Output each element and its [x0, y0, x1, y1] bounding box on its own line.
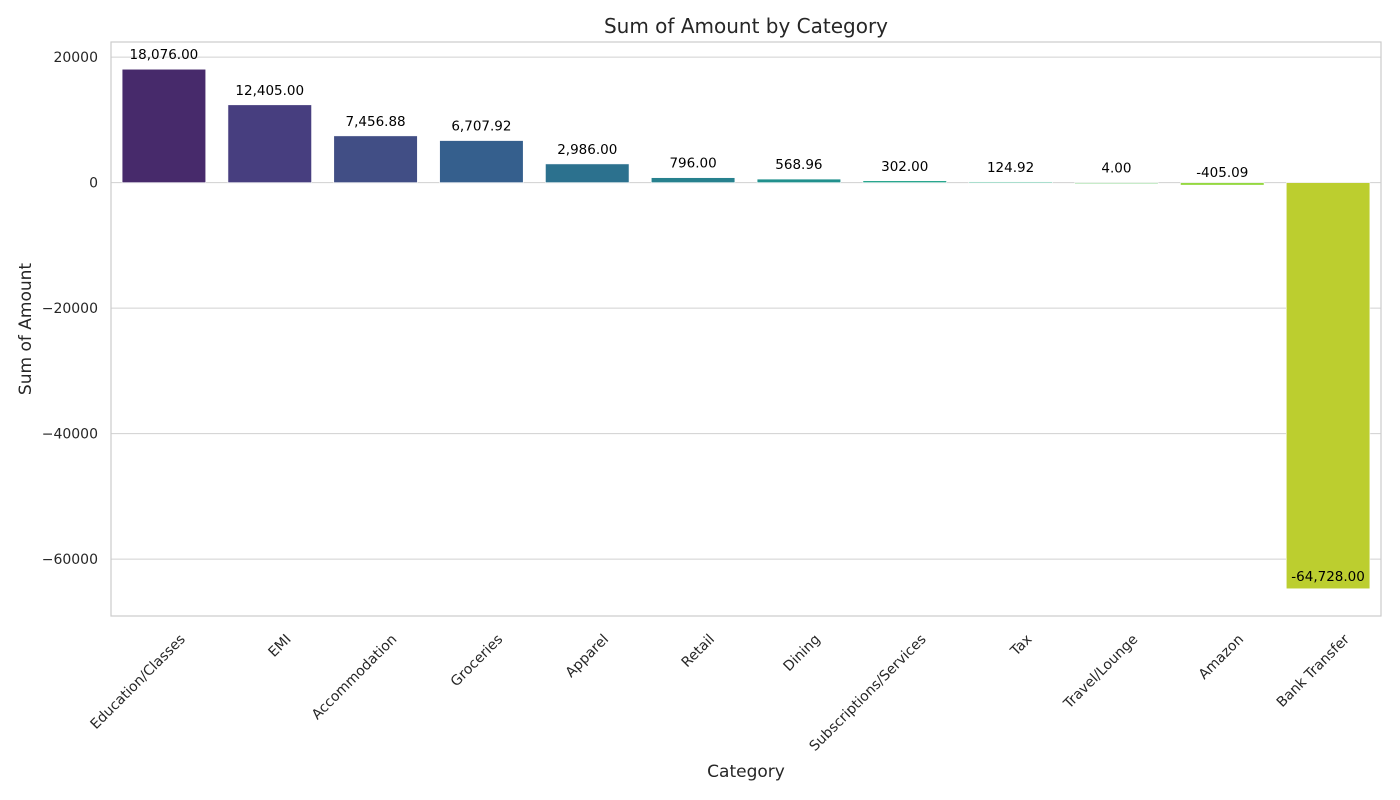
bar-value-label: 4.00	[1101, 161, 1131, 177]
y-tick-labels: 20000 0 −20000 −40000 −60000	[42, 50, 98, 568]
grid-lines	[111, 56, 1381, 560]
bar-value-label: 7,456.88	[346, 114, 406, 130]
bar	[1285, 182, 1371, 590]
x-tick-label: Groceries	[448, 632, 507, 691]
bar	[545, 163, 630, 183]
y-tick-label: 20000	[53, 50, 98, 66]
y-tick-label: −60000	[42, 552, 98, 568]
y-tick-label: −40000	[42, 427, 98, 443]
y-axis-label: Sum of Amount	[16, 263, 36, 395]
bar	[756, 178, 842, 183]
bar	[227, 104, 312, 183]
chart-title: Sum of Amount by Category	[604, 14, 888, 38]
x-tick-label: EMI	[266, 632, 295, 661]
x-tick-label: Tax	[1007, 632, 1035, 660]
bar	[862, 180, 947, 183]
x-tick-label: Accommodation	[309, 632, 401, 724]
bar	[1074, 182, 1159, 184]
x-tick-label: Amazon	[1196, 632, 1247, 683]
bar	[650, 177, 736, 183]
bar-value-label: -64,728.00	[1291, 569, 1365, 585]
y-tick-label: 0	[89, 176, 98, 192]
bar-value-labels: 18,076.00 12,405.00 7,456.88 6,707.92 2,986.…	[130, 47, 1365, 585]
x-axis-label: Category	[707, 762, 785, 782]
bar-value-label: 796.00	[669, 156, 716, 172]
bar	[121, 68, 207, 183]
bar	[968, 181, 1053, 184]
bar-value-label: 2,986.00	[557, 142, 617, 158]
bar	[439, 140, 524, 183]
x-tick-label: Education/Classes	[88, 632, 189, 733]
x-tick-label: Retail	[679, 632, 718, 671]
x-tick-labels: Education/Classes EMI Accommodation Groceri…	[88, 631, 1354, 754]
x-tick-label: Dining	[780, 632, 823, 675]
bar-value-label: 124.92	[987, 160, 1034, 176]
bar	[333, 135, 418, 183]
bar	[1180, 182, 1265, 186]
plot-frame	[110, 41, 1382, 617]
bar-value-label: 302.00	[881, 159, 928, 175]
bar-value-label: 18,076.00	[130, 47, 199, 63]
y-tick-label: −20000	[42, 301, 98, 317]
x-tick-label: Subscriptions/Services	[807, 632, 930, 755]
bar-value-label: 12,405.00	[235, 83, 304, 99]
bars	[121, 68, 1371, 590]
bar-value-label: 568.96	[775, 157, 822, 173]
x-tick-label: Travel/Lounge	[1060, 632, 1141, 713]
x-tick-label: Bank Transfer	[1274, 631, 1353, 710]
x-tick-label: Apparel	[563, 632, 612, 681]
bar-value-label: -405.09	[1196, 165, 1248, 181]
bar-value-label: 6,707.92	[451, 119, 511, 135]
